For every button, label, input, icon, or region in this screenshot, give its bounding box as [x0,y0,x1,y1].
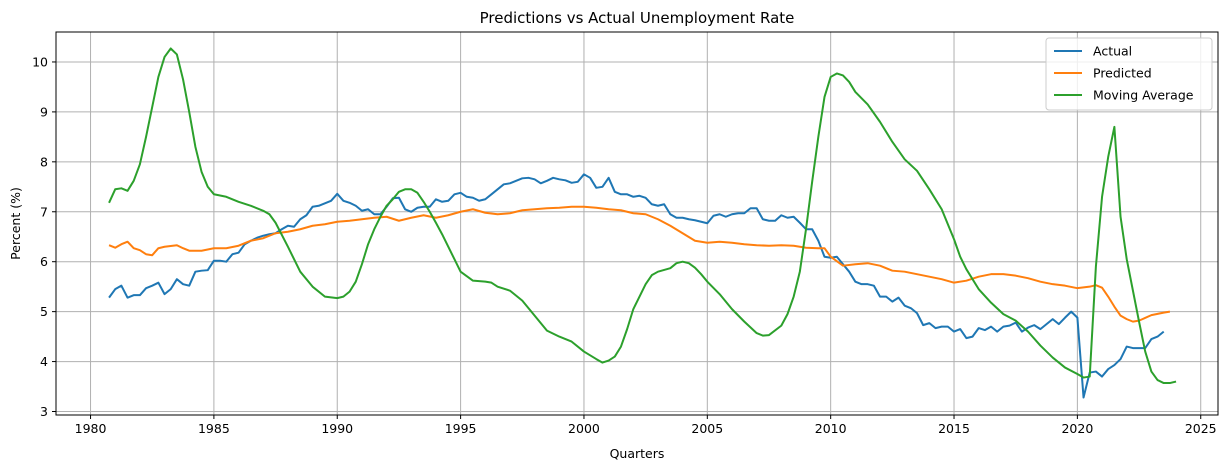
x-tick-label: 2000 [568,421,600,436]
series-line-moving-average [108,47,1177,385]
y-tick-label: 9 [40,104,48,119]
plot-frame [55,31,1219,416]
x-tick-label: 2020 [1061,421,1093,436]
y-tick-label: 5 [40,304,48,319]
x-tick-label: 1995 [445,421,477,436]
x-tick-label: 2025 [1185,421,1217,436]
y-tick-label: 4 [40,354,48,369]
x-tick-label: 1990 [321,421,353,436]
y-axis-title: Percent (%) [8,187,23,260]
legend-label: Predicted [1093,66,1152,81]
x-tick-label: 1980 [75,421,107,436]
legend-box [1045,37,1213,111]
y-tick-label: 8 [40,154,48,169]
series-line-predicted [108,205,1171,323]
x-axis-title: Quarters [610,446,665,461]
legend: Actual Predicted Moving Average [1045,37,1213,111]
x-tick-label: 2005 [691,421,723,436]
y-tick-label: 3 [40,404,48,419]
chart-title: Predictions vs Actual Unemployment Rate [480,9,795,27]
legend-label: Moving Average [1093,88,1194,103]
series-lines [108,47,1177,399]
x-tick-label: 2015 [938,421,970,436]
y-tick-label: 7 [40,204,48,219]
y-tick-label: 6 [40,254,48,269]
series-line-actual [108,173,1165,399]
x-tick-label: 1985 [198,421,230,436]
x-tick-label: 2010 [815,421,847,436]
legend-label: Actual [1093,44,1132,59]
y-tick-label: 10 [32,54,48,69]
grid [56,32,1218,415]
axis-ticks: 1980 1985 1990 1995 2000 2005 2010 2015 2020 2025… [32,54,1217,436]
